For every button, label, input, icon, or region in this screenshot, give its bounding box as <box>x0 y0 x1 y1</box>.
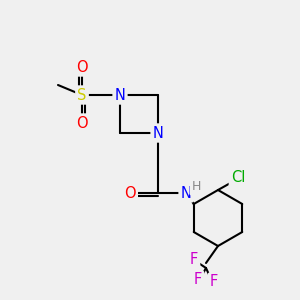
Text: S: S <box>77 88 87 103</box>
Text: O: O <box>76 59 88 74</box>
Text: N: N <box>181 185 191 200</box>
Text: N: N <box>153 125 164 140</box>
Text: O: O <box>124 185 136 200</box>
Text: F: F <box>194 272 202 287</box>
Text: Cl: Cl <box>231 170 245 185</box>
Text: O: O <box>76 116 88 130</box>
Text: H: H <box>191 181 201 194</box>
Text: N: N <box>115 88 125 103</box>
Text: F: F <box>190 253 198 268</box>
Text: F: F <box>210 274 218 290</box>
